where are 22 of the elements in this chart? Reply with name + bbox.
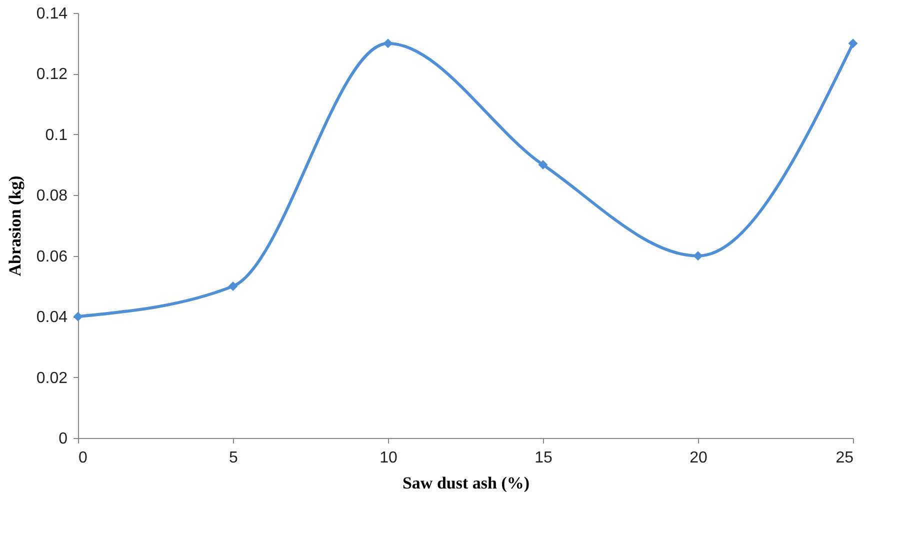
point xyxy=(693,251,703,261)
point xyxy=(73,312,83,322)
y-tick-label: 0.12 xyxy=(36,66,68,84)
point xyxy=(848,38,858,48)
x-tick-label: 20 xyxy=(690,450,708,466)
y-axis-title: Abrasion (kg) xyxy=(5,176,24,276)
y-tick-label: 0.08 xyxy=(36,188,68,205)
y-tick-label: 0.02 xyxy=(36,370,68,387)
x-tick-label: 25 xyxy=(836,450,854,466)
y-tick-label: 0 xyxy=(58,430,68,448)
y-tick-label: 0.1 xyxy=(45,126,68,144)
y-tick-label: 0.04 xyxy=(36,309,68,326)
point xyxy=(383,38,393,48)
x-tick-label: 5 xyxy=(229,450,238,466)
x-tick-label: 0 xyxy=(78,450,88,466)
point xyxy=(228,281,238,291)
x-tick-label: 10 xyxy=(380,450,398,466)
point xyxy=(538,160,548,170)
x-tick-label: 15 xyxy=(534,450,552,466)
y-tick-label: 0.06 xyxy=(36,248,68,266)
x-axis-title: Saw dust ash (%) xyxy=(402,474,530,492)
y-tick-label: 0.14 xyxy=(36,6,68,22)
